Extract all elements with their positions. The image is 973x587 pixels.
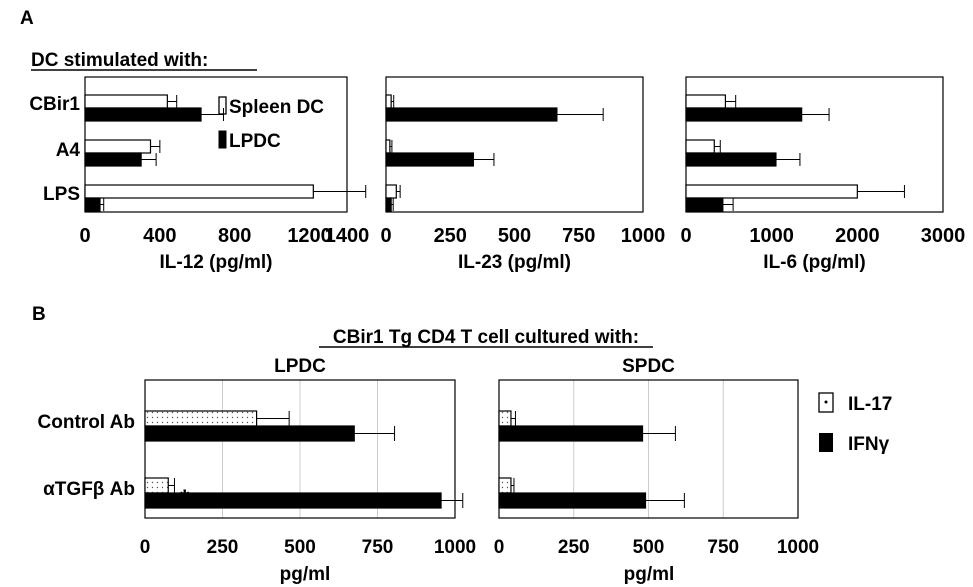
tick-label-3-0: 0	[140, 537, 151, 558]
tick-label-2-1: 1000	[749, 225, 794, 247]
bar-1-0-0	[385, 94, 392, 109]
row-label-lps: LPS	[43, 184, 80, 205]
bar-3-0-0	[144, 410, 258, 427]
chart-3: 0 250 500 750 1000 pg/ml LPDC	[140, 356, 476, 585]
tick-label-0-1: 400	[143, 225, 176, 247]
plot-frame-1	[385, 76, 644, 213]
bar-4-0-0	[498, 410, 512, 427]
bar-2-0-1	[685, 107, 803, 122]
bar-1-2-0	[385, 184, 397, 199]
chart-title-3: LPDC	[274, 356, 326, 377]
panel-a-heading: DC stimulated with:	[31, 50, 208, 71]
tick-label-3-3: 750	[362, 537, 394, 558]
bar-3-1-1	[144, 492, 442, 509]
tick-label-0-2: 800	[218, 225, 251, 247]
panel-label-a: A	[20, 8, 34, 29]
tick-label-3-4: 1000	[434, 537, 476, 558]
panel-b-heading: CBir1 Tg CD4 T cell cultured with:	[333, 327, 639, 348]
tick-label-1-4: 1000	[621, 225, 666, 247]
x-axis-label-2: IL-6 (pg/ml)	[763, 252, 865, 273]
bar-2-2-1	[685, 197, 724, 212]
legend-label-spleen-dc: Spleen DC	[229, 97, 324, 118]
row-label-a4: A4	[56, 140, 81, 161]
chart-title-4: SPDC	[622, 356, 675, 377]
plot-frame-4	[498, 379, 799, 519]
bar-0-2-1	[84, 197, 101, 212]
tick-label-4-0: 0	[494, 537, 505, 558]
bar-0-0-1	[84, 107, 202, 122]
bar-4-0-1	[498, 425, 644, 442]
tick-label-1-2: 500	[498, 225, 531, 247]
bar-3-1-0	[144, 477, 169, 494]
bar-4-1-0	[498, 477, 512, 494]
row-label-cbir1: CBir1	[29, 94, 80, 115]
bar-1-1-1	[385, 152, 474, 167]
bar-1-1-0	[385, 139, 391, 154]
tick-label-1-1: 250	[434, 225, 467, 247]
legend-swatch-ifng	[819, 433, 833, 452]
x-axis-label-1: IL-23 (pg/ml)	[458, 252, 571, 273]
legend-label-lpdc: LPDC	[229, 131, 281, 152]
tick-label-3-2: 500	[284, 537, 316, 558]
bar-0-2-0	[84, 184, 314, 199]
plot-frame-3	[144, 379, 456, 519]
tick-label-2-0: 0	[680, 225, 691, 247]
tick-label-4-1: 250	[558, 537, 590, 558]
legend-swatch-il17-dot	[824, 400, 828, 404]
tick-label-4-2: 500	[633, 537, 665, 558]
tick-label-0-4: 1400	[325, 225, 370, 247]
x-axis-label-0: IL-12 (pg/ml)	[160, 252, 273, 273]
bar-0-0-0	[84, 94, 168, 109]
bar-0-1-0	[84, 139, 152, 154]
chart-1: 0 250 500 750 1000 IL-23 (pg/ml)	[380, 76, 666, 273]
tick-label-2-2: 2000	[835, 225, 880, 247]
bar-0-1-1	[84, 152, 142, 167]
bar-1-0-1	[385, 107, 558, 122]
bar-2-1-1	[685, 152, 777, 167]
tick-label-0-0: 0	[79, 225, 90, 247]
chart-4: 0 250 500 750 1000 pg/ml SPDC	[494, 356, 819, 585]
legend-swatch-lpdc	[218, 130, 227, 149]
tick-label-4-3: 750	[707, 537, 739, 558]
tick-label-1-0: 0	[380, 225, 391, 247]
chart-2: 0 1000 2000 3000 IL-6 (pg/ml)	[680, 76, 966, 273]
tick-label-0-3: 1200	[287, 225, 332, 247]
bar-1-2-1	[385, 197, 392, 212]
bar-4-1-1	[498, 492, 647, 509]
bar-2-1-0	[685, 139, 715, 154]
tick-label-1-3: 750	[562, 225, 595, 247]
bar-2-0-0	[685, 94, 727, 109]
bar-3-0-1	[144, 425, 355, 442]
tick-label-2-3: 3000	[921, 225, 966, 247]
x-axis-label-3: pg/ml	[280, 564, 331, 585]
panel-label-b: B	[32, 304, 46, 325]
tick-label-4-4: 1000	[777, 537, 819, 558]
legend-swatch-spleen-dc	[218, 96, 227, 115]
legend-label-il17: IL-17	[848, 394, 892, 415]
bar-2-2-0	[685, 184, 858, 199]
tick-label-3-1: 250	[207, 537, 239, 558]
legend-label-ifng: IFNγ	[848, 434, 890, 455]
x-axis-label-4: pg/ml	[624, 564, 675, 585]
row-label-atgfb-ab: αTGFβ Ab	[43, 479, 135, 500]
row-label-control-ab: Control Ab	[38, 412, 135, 433]
